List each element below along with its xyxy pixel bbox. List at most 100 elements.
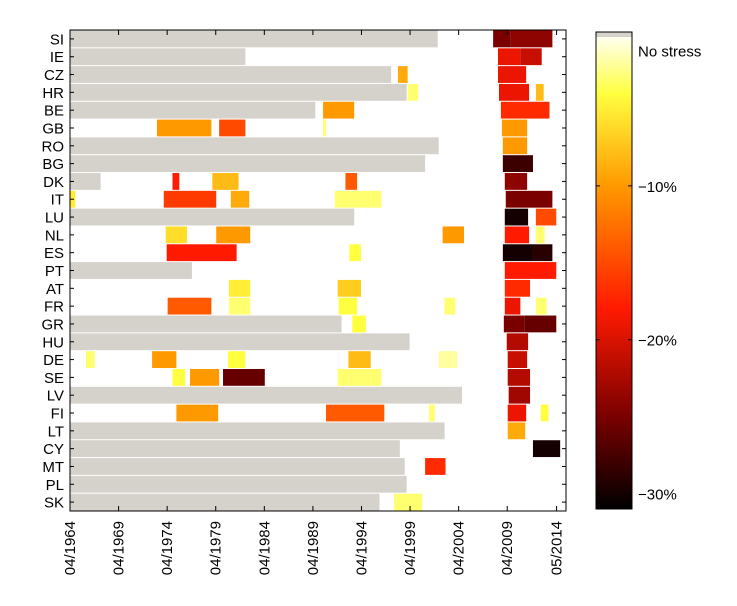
colorbar-tick-label: −30% (638, 487, 677, 504)
stress-cell-de (86, 351, 95, 368)
no-data-bar-lu (70, 208, 355, 226)
stress-cell-cz (397, 66, 408, 83)
y-tick-label-pt: PT (45, 263, 64, 280)
stress-cell-lu (535, 208, 557, 226)
stress-cell-dk (504, 173, 528, 190)
stress-cell-lv (508, 386, 531, 404)
x-tick-label: 04/2009 (499, 521, 516, 575)
no-data-bar-pt (70, 262, 192, 279)
stress-cell-se (507, 368, 531, 386)
no-data-bar-hr (70, 83, 407, 101)
y-tick-label-hu: HU (42, 334, 64, 351)
y-tick-label-lu: LU (45, 210, 64, 227)
stress-cell-be (500, 101, 550, 119)
x-tick-label: 05/2014 (549, 521, 566, 575)
stress-cell-de (348, 351, 371, 368)
y-tick-label-sk: SK (44, 495, 64, 512)
y-tick-label-lt: LT (48, 423, 64, 440)
y-tick-label-lv: LV (47, 388, 64, 405)
stress-cell-es (349, 244, 361, 262)
colorbar-no-data-swatch (596, 32, 632, 37)
stress-cell-nl (216, 226, 251, 244)
stress-cell-de (227, 351, 246, 368)
y-tick-label-cy: CY (43, 441, 64, 458)
y-tick-label-fr: FR (44, 299, 64, 316)
stress-cell-at (337, 279, 361, 297)
no-data-bar-pl (70, 475, 407, 493)
stress-cell-si (493, 30, 511, 48)
y-tick-label-dk: DK (43, 174, 64, 191)
stress-cell-fr (167, 297, 212, 315)
stress-cell-dk (212, 173, 239, 190)
x-tick-label: 04/1989 (305, 521, 322, 575)
no-data-bar-cz (70, 66, 392, 83)
y-axis: SIIECZHRBEGBROBGDKITLUNLESPTATFRGRHUDESE… (42, 31, 566, 512)
stress-cell-hr (498, 83, 530, 101)
no-data-bar-dk (70, 173, 101, 190)
stress-cell-lt (507, 422, 526, 440)
y-tick-label-be: BE (44, 103, 64, 120)
stress-cell-gb (156, 119, 212, 137)
heatmap-cells (70, 30, 561, 511)
x-tick-label: 04/2004 (451, 521, 468, 575)
y-tick-label-mt: MT (42, 459, 64, 476)
no-data-bar-si (70, 30, 438, 48)
stress-cell-de (438, 351, 458, 368)
no-data-bar-lt (70, 422, 445, 440)
x-tick-label: 04/1964 (62, 521, 79, 575)
stress-cell-pt (504, 262, 557, 279)
stress-cell-be (323, 101, 355, 119)
stress-cell-nl (504, 226, 530, 244)
stress-cell-gr (352, 315, 366, 333)
x-tick-label: 04/1999 (402, 521, 419, 575)
y-tick-label-at: AT (46, 281, 64, 298)
stress-cell-hr (407, 83, 419, 101)
stress-cell-hu (506, 333, 529, 351)
stress-cell-fr (228, 297, 251, 315)
stress-cell-nl (442, 226, 464, 244)
stress-cell-de (152, 351, 177, 368)
stress-cell-nl (165, 226, 188, 244)
stress-cell-it (505, 190, 553, 208)
stress-cell-fr (504, 297, 521, 315)
stress-cell-gb (501, 119, 528, 137)
stress-cell-at (228, 279, 251, 297)
stress-cell-fi (326, 404, 385, 422)
stress-cell-cy (532, 440, 561, 458)
y-tick-label-cz: CZ (44, 67, 64, 84)
stress-cell-it (334, 190, 382, 208)
stress-cell-lu (504, 208, 529, 226)
y-tick-label-se: SE (44, 370, 64, 387)
stress-cell-si (510, 30, 553, 48)
no-data-bar-mt (70, 458, 405, 475)
y-tick-label-si: SI (50, 31, 64, 48)
y-tick-label-hr: HR (42, 85, 64, 102)
stress-cell-se (172, 368, 186, 386)
stress-cell-cz (497, 66, 527, 83)
stress-cell-it (163, 190, 217, 208)
x-tick-label: 04/1979 (208, 521, 225, 575)
stress-cell-ro (502, 137, 528, 155)
x-tick-label: 04/1969 (111, 521, 128, 575)
stress-cell-dk (345, 173, 358, 190)
stress-cell-fr (535, 297, 547, 315)
x-tick-label: 04/1984 (256, 521, 273, 575)
stress-cell-fi (540, 404, 549, 422)
colorbar-tick-label: No stress (638, 44, 701, 61)
x-axis: 04/1964 04/1969 04/1974 04/1979 04/1984 04/19… (62, 30, 566, 575)
y-tick-label-gr: GR (42, 316, 65, 333)
colorbar-frame (595, 31, 633, 510)
stress-cell-gr (524, 315, 557, 333)
colorbar-tick-label: −20% (638, 333, 677, 350)
y-tick-label-gb: GB (42, 120, 64, 137)
no-data-bar-be (70, 101, 316, 119)
stress-cell-gb (219, 119, 246, 137)
colorbar-gradient (596, 32, 632, 509)
y-tick-label-pl: PL (46, 477, 64, 494)
stress-cell-ie (520, 48, 542, 66)
no-data-bar-ie (70, 48, 246, 66)
y-tick-label-fi: FI (51, 406, 64, 423)
stress-cell-fr (444, 297, 456, 315)
